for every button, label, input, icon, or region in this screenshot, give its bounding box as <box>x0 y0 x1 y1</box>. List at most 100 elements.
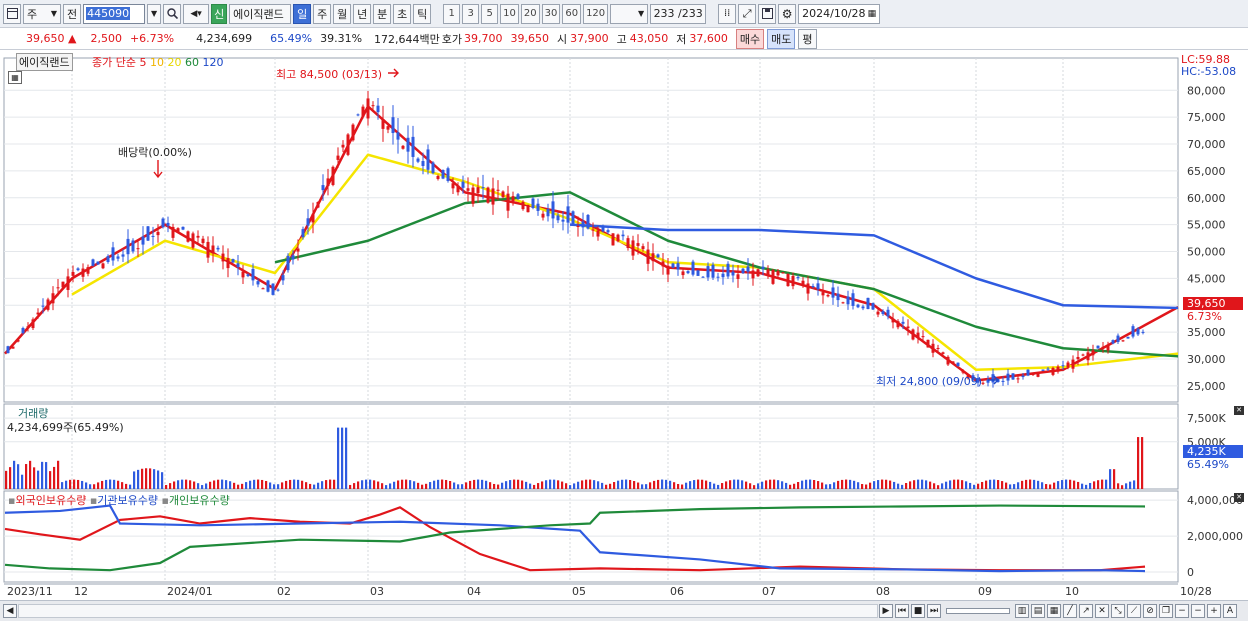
volume-bar <box>5 470 8 489</box>
tool-icon[interactable]: ▤ <box>1031 604 1045 618</box>
volume-bar <box>1073 480 1076 489</box>
stock-chart[interactable]: 80,000 75,000 70,000 65,000 60,000 55,000 50,0… <box>0 50 1248 600</box>
volume-bar <box>1061 480 1064 489</box>
sell-button[interactable]: 매도 <box>767 28 796 49</box>
scroll-right-icon[interactable]: ▶ <box>879 604 893 618</box>
volume-bar <box>769 479 772 489</box>
line-tool-icon[interactable]: ╱ <box>1063 604 1077 618</box>
zoom-in-icon[interactable]: + <box>1207 604 1221 618</box>
volume-bar <box>13 460 16 489</box>
cross-icon[interactable]: ✕ <box>1095 604 1109 618</box>
tool-icon[interactable]: ▥ <box>1015 604 1029 618</box>
candle-body <box>731 271 735 276</box>
volume-bar <box>1013 484 1016 489</box>
zoom-out-icon[interactable]: − <box>1175 604 1189 618</box>
candle-body <box>631 240 635 256</box>
last-icon[interactable]: ⏭ <box>927 604 941 618</box>
volume-bar <box>361 480 364 489</box>
search-icon[interactable] <box>163 3 182 24</box>
count-display[interactable]: 233 /233 <box>650 3 707 24</box>
volume-bar <box>1121 485 1124 489</box>
volume-bar <box>833 482 836 489</box>
volume-bar <box>185 479 188 489</box>
stock-code-input[interactable]: 445090 <box>83 3 146 24</box>
gear-icon[interactable]: ⚙ <box>778 3 797 24</box>
candle-body <box>536 203 540 211</box>
candle-body <box>386 126 390 130</box>
grid-icon[interactable]: ⁞⁞ <box>718 3 737 24</box>
candle-body <box>671 263 675 268</box>
volume-bar <box>1085 484 1088 489</box>
candle-body <box>916 332 920 338</box>
candle-body <box>676 263 680 270</box>
panel-close-icon[interactable]: ✕ <box>1234 406 1244 415</box>
line-tool-icon[interactable]: ⟋ <box>1127 604 1141 618</box>
dropdown-button[interactable]: ▼ <box>147 3 162 24</box>
volume-bar <box>917 479 920 489</box>
interval-3[interactable]: 3 <box>462 3 480 24</box>
save-icon[interactable] <box>758 3 777 24</box>
date-input[interactable]: 2024/10/28 ▦ <box>798 3 881 24</box>
line-tool-icon[interactable]: ↗ <box>1079 604 1093 618</box>
copy-icon[interactable]: ❐ <box>1159 604 1173 618</box>
interval-120[interactable]: 120 <box>583 3 609 24</box>
zoom-out-icon[interactable]: − <box>1191 604 1205 618</box>
volume-bar <box>309 483 312 489</box>
prev-button[interactable]: 전 <box>63 3 82 24</box>
volume-bar <box>689 481 692 489</box>
tab-period-month[interactable]: 월 <box>333 3 352 24</box>
volume-bar <box>797 482 800 489</box>
volume-bar <box>573 483 576 489</box>
chart-area[interactable]: 80,000 75,000 70,000 65,000 60,000 55,000 50,0… <box>0 50 1248 600</box>
tab-period-day[interactable]: 일 <box>293 3 312 24</box>
candle-body <box>761 266 765 269</box>
text-icon[interactable]: A <box>1223 604 1237 618</box>
panel-close-icon[interactable]: ✕ <box>1234 493 1244 502</box>
candle-body <box>441 169 445 179</box>
buy-button[interactable]: 매수 <box>735 28 765 49</box>
candle-body <box>1021 375 1025 378</box>
scroll-left-icon[interactable]: ◀ <box>3 604 17 618</box>
stock-name[interactable]: 에이직랜드 <box>229 3 292 24</box>
price-tick-label: 55,000 <box>1187 219 1226 232</box>
volume-bar <box>517 479 520 489</box>
interval-10[interactable]: 10 <box>500 3 519 24</box>
candle-body <box>146 226 150 241</box>
interval-1[interactable]: 1 <box>443 3 461 24</box>
main-toolbar: 주 ▼ 전 445090 ▼ ◀▾ 신 에이직랜드 일 주 월 년 분 초 틱 1… <box>0 0 1248 28</box>
candle-body <box>691 261 695 275</box>
tab-period-year[interactable]: 년 <box>353 3 372 24</box>
crosshair-icon[interactable]: ⤢ <box>738 3 757 24</box>
volume-bar <box>1093 481 1096 489</box>
interval-20[interactable]: 20 <box>520 3 540 24</box>
candle-body <box>886 309 890 317</box>
first-icon[interactable]: ⏮ <box>895 604 909 618</box>
volume-bar <box>1045 484 1048 489</box>
volume-bar <box>809 479 812 489</box>
tab-period-second[interactable]: 초 <box>393 3 412 24</box>
tab-period-week[interactable]: 주 <box>313 3 332 24</box>
speaker-icon[interactable]: ◀▾ <box>183 3 210 24</box>
chart-menu-icon[interactable]: ▦ <box>8 71 22 84</box>
window-icon[interactable] <box>3 3 21 24</box>
volume-bar <box>261 479 264 489</box>
type-select[interactable]: 주 ▼ <box>23 3 61 24</box>
interval-60[interactable]: 60 <box>562 3 582 24</box>
interval-30[interactable]: 30 <box>541 3 561 24</box>
lc-value: LC:59.88 <box>1181 53 1231 66</box>
candle-body <box>781 272 785 274</box>
tool-icon[interactable]: ▦ <box>1047 604 1061 618</box>
tab-period-minute[interactable]: 분 <box>373 3 392 24</box>
volume-bar <box>41 461 44 489</box>
interval-dropdown[interactable]: ▼ <box>610 3 649 24</box>
interval-5[interactable]: 5 <box>481 3 499 24</box>
eval-button[interactable]: 평 <box>798 28 817 49</box>
zoom-slider[interactable] <box>946 608 1010 614</box>
line-tool-icon[interactable]: ⤡ <box>1111 604 1125 618</box>
draw-icon[interactable]: ⊘ <box>1143 604 1157 618</box>
candle-body <box>451 183 455 189</box>
candle-body <box>511 196 515 202</box>
scroll-track[interactable] <box>18 604 878 618</box>
tab-period-tick[interactable]: 틱 <box>413 3 432 24</box>
stop-icon[interactable]: ■ <box>911 604 925 618</box>
